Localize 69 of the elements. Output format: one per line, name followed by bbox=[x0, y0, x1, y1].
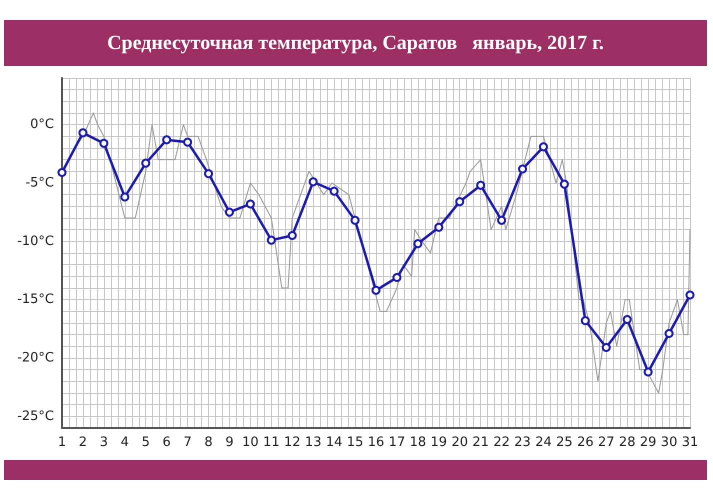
point bbox=[560, 180, 569, 189]
x-tick-label: 9 bbox=[225, 435, 234, 450]
x-tick-label: 30 bbox=[660, 435, 678, 450]
y-tick-label: -5°C bbox=[25, 176, 54, 190]
x-tick-label: 20 bbox=[451, 435, 468, 450]
x-tick-label: 24 bbox=[535, 435, 552, 450]
point bbox=[372, 286, 380, 295]
x-tick-label: 21 bbox=[472, 435, 489, 450]
x-tick-label: 7 bbox=[183, 435, 192, 450]
point bbox=[622, 315, 632, 324]
x-tick-label: 27 bbox=[598, 435, 615, 450]
point bbox=[538, 142, 548, 152]
x-tick-label: 26 bbox=[577, 435, 594, 450]
x-tick-label: 17 bbox=[388, 435, 406, 450]
x-tick-label: 13 bbox=[304, 435, 322, 450]
x-tick-label: 10 bbox=[242, 435, 259, 450]
point bbox=[246, 200, 255, 208]
x-tick-label: 12 bbox=[284, 435, 301, 450]
point bbox=[602, 343, 611, 352]
y-tick-label: -20°C bbox=[17, 350, 54, 366]
x-tick-label: 22 bbox=[493, 435, 510, 450]
point bbox=[580, 316, 590, 326]
point bbox=[476, 180, 486, 190]
point bbox=[141, 158, 150, 168]
x-tick-label: 11 bbox=[263, 435, 280, 450]
point bbox=[162, 135, 172, 144]
point bbox=[330, 186, 339, 196]
point bbox=[392, 273, 402, 282]
x-tick-label: 1 bbox=[58, 435, 66, 450]
x-tick-label: 28 bbox=[618, 435, 636, 450]
x-tick-label: 31 bbox=[682, 435, 698, 450]
x-tick-label: 2 bbox=[78, 435, 88, 450]
point bbox=[99, 138, 108, 148]
x-tick-label: 8 bbox=[204, 435, 213, 450]
point bbox=[78, 128, 88, 138]
point bbox=[308, 177, 318, 186]
point bbox=[644, 368, 653, 376]
point bbox=[686, 290, 694, 300]
x-tick-label: 25 bbox=[556, 435, 573, 450]
point bbox=[120, 192, 130, 202]
x-tick-label: 16 bbox=[368, 435, 384, 450]
x-tick-label: 19 bbox=[430, 435, 448, 450]
point bbox=[455, 197, 464, 206]
chart-title: Среднесуточная температура, Саратов январь, 2017 г. bbox=[4, 20, 707, 66]
y-tick-label: -15°C bbox=[17, 292, 54, 308]
point bbox=[518, 164, 528, 174]
point bbox=[224, 208, 234, 217]
x-tick-label: 4 bbox=[120, 435, 129, 450]
point bbox=[266, 236, 276, 245]
point bbox=[288, 231, 297, 240]
x-tick-label: 14 bbox=[326, 435, 342, 450]
y-tick-label: 0°C bbox=[30, 117, 54, 132]
point bbox=[204, 169, 214, 178]
point bbox=[664, 329, 674, 338]
y-tick-label: -10°C bbox=[17, 234, 54, 249]
point bbox=[350, 216, 360, 225]
x-tick-label: 6 bbox=[162, 435, 171, 450]
point bbox=[183, 138, 192, 147]
x-tick-label: 29 bbox=[640, 435, 656, 450]
x-tick-label: 23 bbox=[514, 435, 531, 450]
x-tick-label: 18 bbox=[410, 435, 426, 450]
point bbox=[413, 239, 422, 248]
x-tick-label: 3 bbox=[100, 435, 108, 450]
y-tick-label: -25°C bbox=[17, 408, 54, 424]
x-tick-label: 5 bbox=[142, 435, 150, 450]
x-tick-label: 15 bbox=[346, 435, 364, 450]
point bbox=[497, 216, 506, 225]
point bbox=[434, 222, 444, 232]
point bbox=[58, 168, 66, 177]
